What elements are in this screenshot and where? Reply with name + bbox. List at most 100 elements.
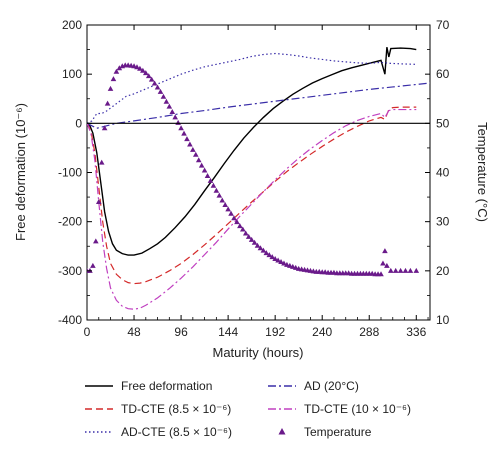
- temperature-point: [222, 201, 228, 207]
- legend-label: AD-CTE (8.5 × 10⁻⁶): [121, 425, 232, 439]
- axes-layer: 0 48 96 144 192 240 288 336 200 100 0 -100 -200 -300 -…: [58, 18, 450, 339]
- temperature-point: [260, 247, 267, 253]
- temperature-point: [251, 239, 258, 245]
- temperature-point: [190, 146, 196, 152]
- temperature-point: [228, 210, 234, 216]
- temperature-point: [204, 172, 211, 178]
- temperature-point: [166, 103, 173, 109]
- temperature-point: [101, 125, 108, 131]
- temperature-point: [248, 236, 255, 242]
- temperature-point: [245, 233, 252, 239]
- temperature-point: [93, 238, 99, 244]
- temperature-point: [380, 260, 386, 266]
- temperature-point: [107, 85, 114, 91]
- temperature-point: [184, 136, 190, 142]
- temperature-point: [413, 267, 420, 273]
- temperature-point: [219, 197, 226, 203]
- legend: Free deformation TD-CTE (8.5 × 10⁻⁶) AD-CT…: [85, 379, 411, 439]
- legend-item-free-deformation: Free deformation: [85, 379, 212, 393]
- x-tick-label: 144: [218, 325, 238, 339]
- temperature-point: [207, 177, 214, 183]
- temperature-point: [172, 114, 178, 120]
- temperature-point: [240, 226, 246, 232]
- series-layer: [87, 46, 430, 310]
- temperature-point: [178, 125, 184, 131]
- temperature-point: [163, 98, 170, 104]
- y-right-tick-label: 60: [436, 67, 450, 81]
- series-td-cte-10-10: [87, 108, 417, 310]
- temperature-point: [392, 267, 399, 273]
- temperature-point: [201, 167, 208, 173]
- temperature-point: [210, 182, 217, 188]
- y-right-tick-label: 50: [436, 116, 450, 130]
- legend-swatch: [278, 428, 286, 435]
- temperature-point: [90, 262, 96, 268]
- temperature-point: [104, 100, 111, 106]
- x-tick-label: 336: [406, 325, 426, 339]
- temperature-point: [378, 271, 384, 277]
- temperature-point: [169, 109, 176, 115]
- x-axis-title: Maturity (hours): [212, 345, 303, 360]
- temperature-point: [384, 262, 390, 268]
- legend-item-td-cte-8-5-10: TD-CTE (8.5 × 10⁻⁶): [85, 402, 231, 416]
- temperature-point: [242, 230, 249, 236]
- series-temperature: [87, 62, 420, 277]
- temperature-point: [278, 258, 284, 264]
- y-left-tick-label: 200: [62, 18, 82, 32]
- x-tick-label: 192: [265, 325, 285, 339]
- legend-label: Temperature: [304, 425, 372, 439]
- legend-item-ad-cte-8-5-10: AD-CTE (8.5 × 10⁻⁶): [85, 425, 232, 439]
- x-tick-label: 48: [127, 325, 141, 339]
- y-left-tick-label: -100: [58, 166, 82, 180]
- y-left-tick-label: -400: [58, 313, 82, 327]
- y-right-axis-title: Temperature (°C): [475, 122, 490, 222]
- y-right-tick-label: 30: [436, 215, 450, 229]
- y-left-tick-label: -200: [58, 215, 82, 229]
- temperature-point: [175, 119, 181, 125]
- temperature-point: [145, 73, 152, 79]
- temperature-point: [181, 130, 187, 136]
- temperature-point: [157, 88, 164, 94]
- legend-item-ad-20-c: AD (20°C): [268, 379, 359, 393]
- x-tick-label: 288: [359, 325, 379, 339]
- temperature-point: [134, 64, 140, 70]
- temperature-point: [234, 219, 240, 225]
- temperature-point: [216, 192, 223, 198]
- temperature-point: [113, 68, 120, 74]
- temperature-point: [192, 151, 199, 157]
- temperature-point: [116, 65, 123, 71]
- legend-label: Free deformation: [121, 379, 212, 393]
- legend-label: AD (20°C): [304, 379, 359, 393]
- temperature-point: [151, 80, 158, 86]
- legend-item-temperature: Temperature: [278, 425, 372, 439]
- y-right-tick-label: 40: [436, 166, 450, 180]
- temperature-point: [272, 256, 278, 262]
- legend-label: TD-CTE (8.5 × 10⁻⁶): [121, 402, 231, 416]
- temperature-point: [187, 141, 193, 147]
- x-tick-label: 0: [84, 325, 91, 339]
- temperature-point: [140, 67, 146, 73]
- temperature-point: [281, 260, 287, 266]
- y-left-axis-title: Free deformation (10⁻⁶): [13, 103, 28, 241]
- temperature-point: [257, 245, 264, 251]
- temperature-point: [402, 267, 409, 273]
- x-tick-label: 240: [312, 325, 332, 339]
- temperature-point: [87, 267, 90, 273]
- y-right-tick-label: 10: [436, 313, 450, 327]
- temperature-point: [263, 250, 270, 256]
- temperature-point: [269, 254, 276, 260]
- temperature-point: [382, 248, 388, 254]
- temperature-point: [195, 157, 202, 163]
- temperature-point: [397, 267, 404, 273]
- y-left-tick-label: -300: [58, 264, 82, 278]
- series-ad-20-c: [87, 82, 430, 129]
- temperature-point: [154, 84, 161, 90]
- legend-item-td-cte-10-10: TD-CTE (10 × 10⁻⁶): [268, 402, 411, 416]
- temperature-point: [110, 76, 117, 82]
- legend-label: TD-CTE (10 × 10⁻⁶): [304, 402, 411, 416]
- temperature-point: [213, 187, 220, 193]
- temperature-point: [388, 267, 394, 273]
- temperature-point: [237, 223, 243, 229]
- y-right-tick-label: 70: [436, 18, 450, 32]
